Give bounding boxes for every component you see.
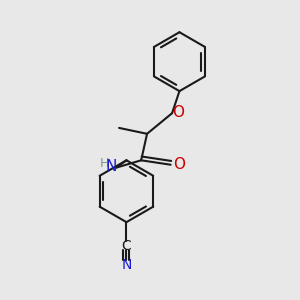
Text: O: O (172, 104, 184, 119)
Text: C: C (122, 239, 131, 253)
Text: N: N (121, 258, 132, 272)
Text: H: H (100, 157, 109, 170)
Text: N: N (105, 159, 116, 174)
Text: O: O (173, 157, 185, 172)
